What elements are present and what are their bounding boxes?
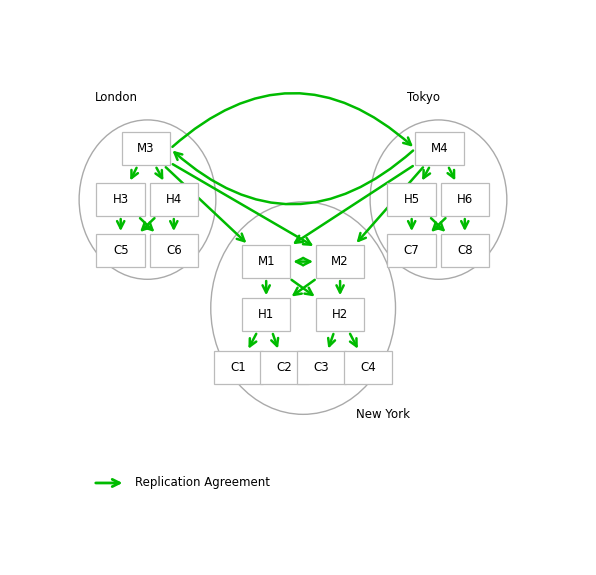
Text: C2: C2: [277, 361, 293, 374]
FancyBboxPatch shape: [387, 234, 436, 267]
FancyBboxPatch shape: [343, 351, 392, 385]
Text: H1: H1: [258, 308, 274, 321]
FancyBboxPatch shape: [415, 132, 464, 165]
Text: C3: C3: [314, 361, 330, 374]
Text: C5: C5: [113, 244, 129, 257]
Text: London: London: [95, 91, 138, 105]
FancyBboxPatch shape: [440, 234, 489, 267]
Text: C4: C4: [360, 361, 375, 374]
FancyBboxPatch shape: [150, 183, 198, 216]
FancyBboxPatch shape: [316, 298, 364, 331]
Text: C8: C8: [457, 244, 473, 257]
FancyBboxPatch shape: [260, 351, 309, 385]
FancyBboxPatch shape: [242, 245, 290, 278]
Text: C1: C1: [231, 361, 246, 374]
Text: H5: H5: [403, 193, 420, 206]
Text: H3: H3: [113, 193, 129, 206]
FancyBboxPatch shape: [214, 351, 263, 385]
FancyBboxPatch shape: [387, 183, 436, 216]
FancyBboxPatch shape: [122, 132, 170, 165]
FancyBboxPatch shape: [97, 183, 145, 216]
FancyBboxPatch shape: [150, 234, 198, 267]
FancyBboxPatch shape: [97, 234, 145, 267]
Text: New York: New York: [356, 408, 410, 421]
Text: M2: M2: [331, 255, 349, 268]
FancyBboxPatch shape: [316, 245, 364, 278]
FancyBboxPatch shape: [440, 183, 489, 216]
Text: C6: C6: [166, 244, 182, 257]
Text: H2: H2: [332, 308, 348, 321]
Text: M1: M1: [257, 255, 275, 268]
Text: M4: M4: [430, 142, 448, 155]
FancyBboxPatch shape: [297, 351, 346, 385]
Text: Tokyo: Tokyo: [407, 91, 440, 105]
Text: M3: M3: [137, 142, 155, 155]
Text: H6: H6: [457, 193, 473, 206]
FancyBboxPatch shape: [242, 298, 290, 331]
Text: C7: C7: [404, 244, 420, 257]
Text: H4: H4: [166, 193, 182, 206]
Text: Replication Agreement: Replication Agreement: [135, 477, 269, 489]
